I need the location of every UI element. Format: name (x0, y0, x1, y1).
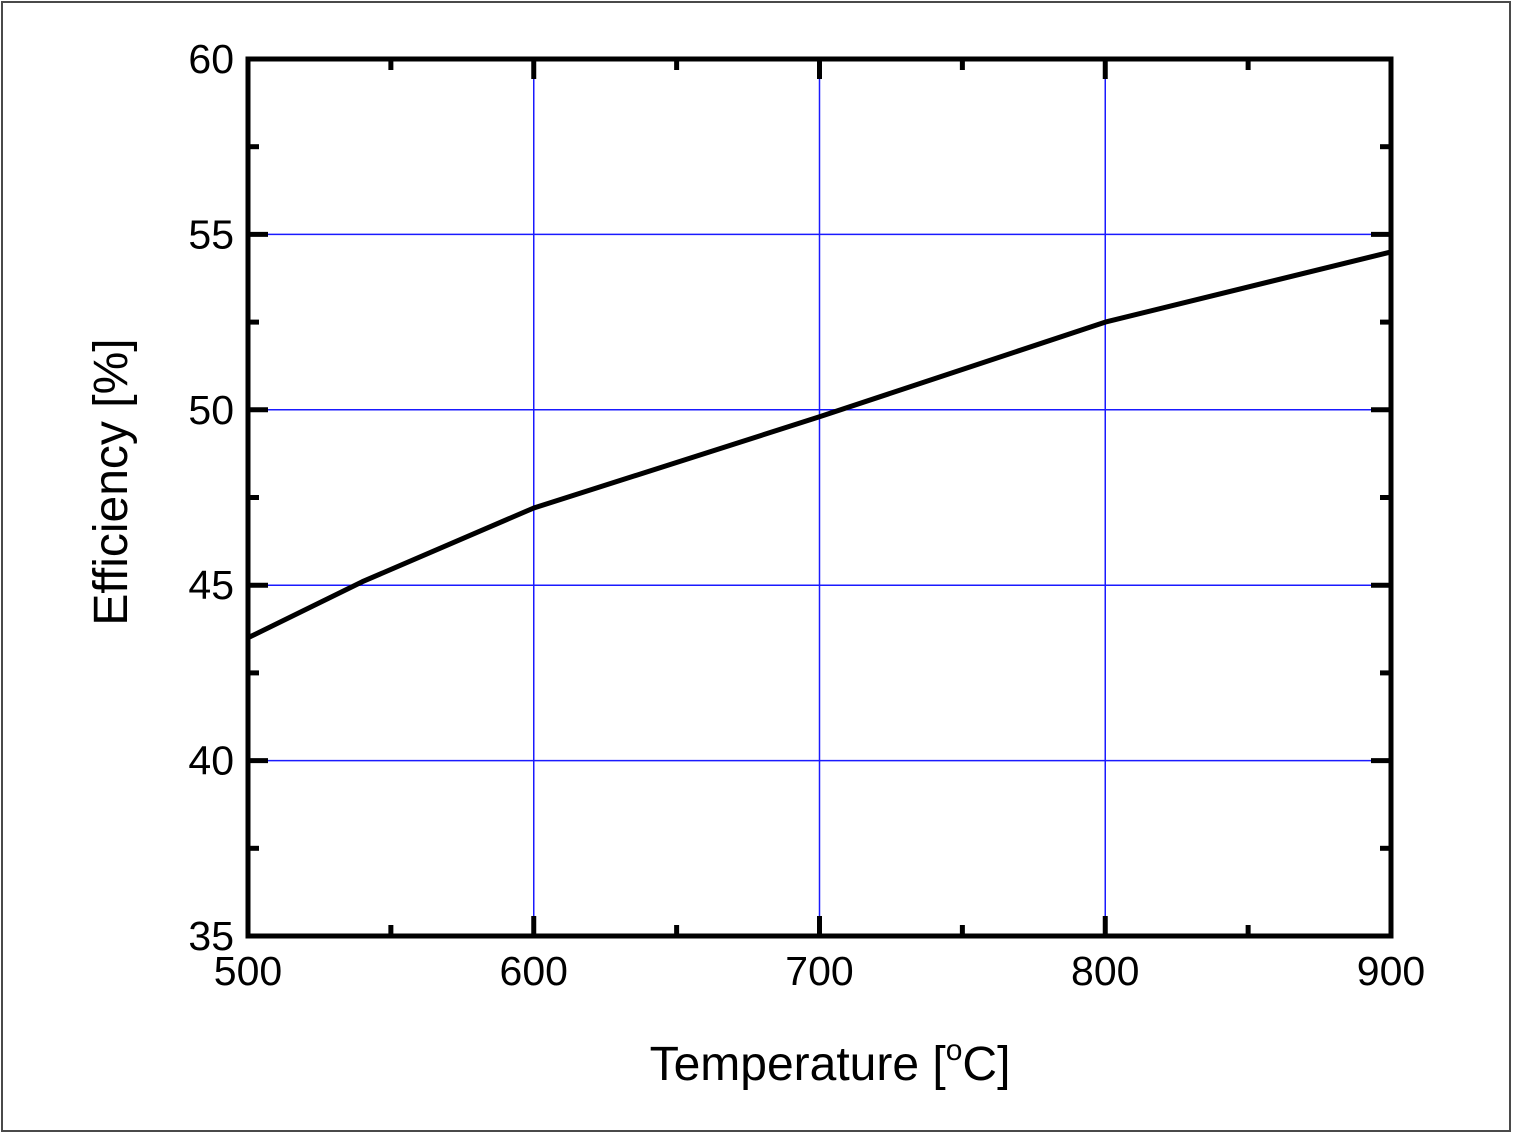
x-tick-label: 600 (500, 948, 568, 994)
y-tick-label: 35 (188, 913, 234, 959)
y-tick-label: 40 (188, 738, 234, 784)
x-tick-label: 900 (1357, 948, 1425, 994)
y-tick-label: 50 (188, 387, 234, 433)
tick-labels: 500 600 700 800 900 35 40 45 50 55 60 (188, 36, 1425, 994)
grid-lines (248, 59, 1391, 936)
x-tick-label: 500 (214, 948, 282, 994)
y-axis-title: Efficiency [%] (85, 338, 138, 625)
y-tick-label: 60 (188, 36, 234, 82)
series-layer (246, 249, 1392, 641)
x-axis-title: Temperature [oC] (650, 1034, 1011, 1091)
x-tick-label: 800 (1071, 948, 1139, 994)
y-tick-label: 55 (188, 211, 234, 257)
x-tick-label: 700 (785, 948, 853, 994)
plot-area-border (245, 56, 1394, 939)
y-tick-label: 45 (188, 562, 234, 608)
x-axis-title-superscript: o (946, 1034, 963, 1067)
efficiency-series-line (246, 249, 1392, 641)
